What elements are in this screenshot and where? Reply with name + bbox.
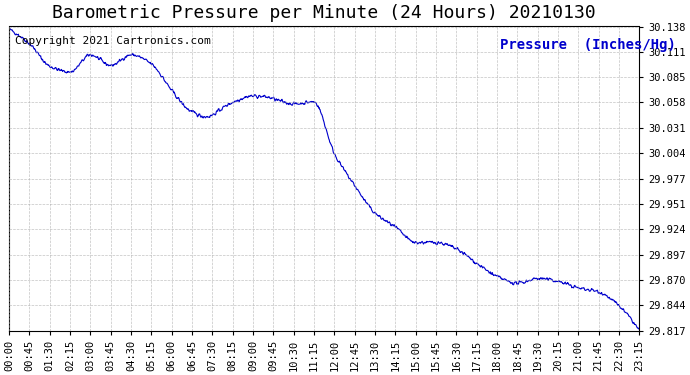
Text: Copyright 2021 Cartronics.com: Copyright 2021 Cartronics.com xyxy=(15,36,211,46)
Title: Barometric Pressure per Minute (24 Hours) 20210130: Barometric Pressure per Minute (24 Hours… xyxy=(52,4,596,22)
Text: Pressure  (Inches/Hg): Pressure (Inches/Hg) xyxy=(500,38,676,51)
